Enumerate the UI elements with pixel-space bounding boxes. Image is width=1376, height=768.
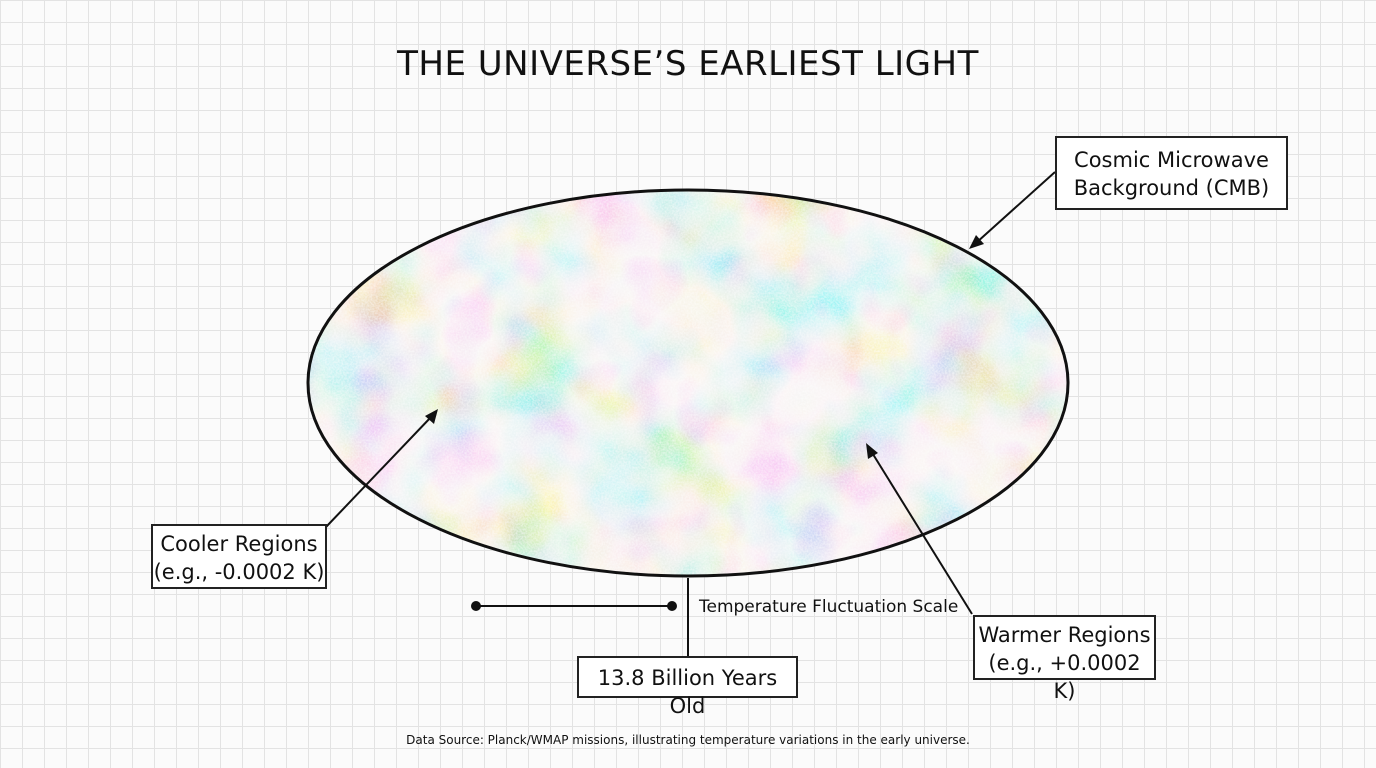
age-callout-text: 13.8 Billion Years Old xyxy=(597,666,778,718)
data-source-footer: Data Source: Planck/WMAP missions, illus… xyxy=(406,733,970,747)
cooler-regions-callout: Cooler Regions (e.g., -0.0002 K) xyxy=(151,524,327,589)
cooler-pointer-arrow xyxy=(325,409,438,528)
scale-label: Temperature Fluctuation Scale xyxy=(699,597,959,617)
age-callout: 13.8 Billion Years Old xyxy=(577,656,798,718)
cmb-pointer-arrow xyxy=(969,171,1056,249)
warmer-pointer-arrow xyxy=(866,443,973,615)
temperature-scale-bar xyxy=(471,601,677,611)
sky-map-outline xyxy=(306,188,1070,578)
cooler-callout-line1: Cooler Regions xyxy=(160,532,318,556)
cmb-callout: Cosmic Microwave Background (CMB) xyxy=(1055,136,1288,210)
cmb-callout-line2: Background (CMB) xyxy=(1073,176,1270,200)
warmer-callout-line1: Warmer Regions xyxy=(978,623,1151,647)
page-title: THE UNIVERSE’S EARLIEST LIGHT xyxy=(397,44,979,84)
cmb-sky-map xyxy=(306,188,1070,578)
warmer-regions-callout: Warmer Regions (e.g., +0.0002 K) xyxy=(973,615,1156,703)
warmer-callout-line2: (e.g., +0.0002 K) xyxy=(988,651,1141,703)
cooler-callout-line2: (e.g., -0.0002 K) xyxy=(153,560,325,584)
cmb-callout-line1: Cosmic Microwave xyxy=(1074,148,1269,172)
